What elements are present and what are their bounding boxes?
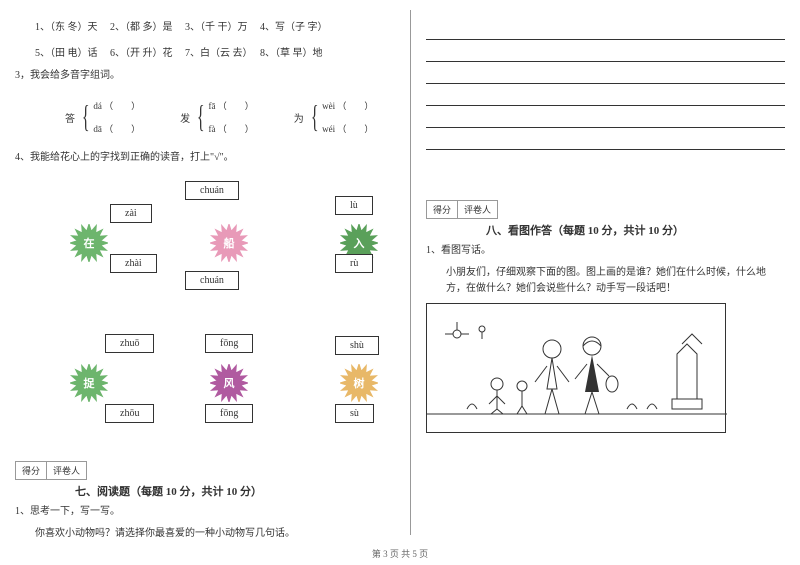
star-label: 入 — [354, 235, 365, 251]
pinyin-group: 发 { fā （ ） fà （ ） — [180, 99, 254, 135]
score-label: 得分 — [427, 201, 458, 218]
pinyin-box: shù — [335, 336, 379, 355]
star-label: 在 — [84, 235, 95, 251]
q4-title: 4、我能给花心上的字找到正确的读音，打上"√"。 — [15, 150, 395, 166]
pinyin-char: 答 — [65, 110, 75, 125]
pinyin-row: 答 { dá （ ） dā （ ） 发 { fā （ ） fà （ ） 为 { … — [65, 99, 395, 135]
pinyin-box: zhōu — [105, 404, 154, 423]
grader-label: 评卷人 — [458, 201, 497, 218]
pinyin-opts: wèi （ ） wéi （ ） — [322, 99, 373, 135]
star-node: 捉 — [70, 364, 108, 402]
pinyin-opts: dá （ ） dā （ ） — [93, 99, 140, 135]
star-node: 风 — [210, 364, 248, 402]
pinyin-opt: fā （ ） — [208, 99, 253, 112]
pinyin-diagram-2: 捉 风 树 zhuō zhōu fōng fōng shù sù — [45, 316, 395, 446]
grader-label: 评卷人 — [47, 462, 86, 479]
pinyin-opt: dá （ ） — [93, 99, 140, 112]
section8-title: 八、看图作答（每题 10 分，共计 10 分） — [486, 222, 785, 238]
section7-header: 得分 评卷人 七、阅读题（每题 10 分，共计 10 分） — [15, 461, 395, 499]
q1-item: 6、（开 升）花 — [110, 48, 173, 59]
brace-icon: { — [82, 104, 90, 130]
pinyin-box: zhuō — [105, 334, 154, 353]
writing-line — [426, 108, 785, 128]
s8-q1: 1、看图写话。 — [426, 243, 785, 259]
right-column: 得分 评卷人 八、看图作答（每题 10 分，共计 10 分） 1、看图写话。 小… — [411, 0, 800, 565]
star-label: 船 — [224, 235, 235, 251]
left-column: 1、（东 冬）天 2、（都 多）是 3、（千 干）万 4、写（子 字） 5、（田… — [0, 0, 410, 565]
q3-title: 3，我会给多音字组词。 — [15, 68, 395, 84]
q1-item: 4、写（子 字） — [260, 22, 328, 33]
q1-item: 7、白（云 去） — [185, 48, 248, 59]
pinyin-box: fōng — [205, 404, 253, 423]
pinyin-opt: wéi （ ） — [322, 122, 373, 135]
q1-item: 8、（草 早）地 — [260, 48, 323, 59]
pinyin-opt: dā （ ） — [93, 122, 140, 135]
q1-item: 3、（千 干）万 — [185, 22, 248, 33]
pinyin-group: 答 { dá （ ） dā （ ） — [65, 99, 140, 135]
s8-q1-sub: 小朋友们，仔细观察下面的图。图上画的是谁？她们在什么时候，什么地方，在做什么？她… — [426, 265, 785, 297]
q1-item: 2、（都 多）是 — [110, 22, 173, 33]
score-box: 得分 评卷人 — [15, 461, 87, 480]
pinyin-diagram-1: 在 船 入 zài zhài chuán chuán lù rù — [45, 176, 395, 306]
pinyin-box: sù — [335, 404, 374, 423]
pinyin-box: chuán — [185, 181, 239, 200]
section7-title: 七、阅读题（每题 10 分，共计 10 分） — [75, 483, 395, 499]
pinyin-group: 为 { wèi （ ） wéi （ ） — [294, 99, 374, 135]
pinyin-opt: fà （ ） — [208, 122, 253, 135]
writing-line — [426, 86, 785, 106]
star-node: 船 — [210, 224, 248, 262]
pinyin-box: zài — [110, 204, 152, 223]
s7-q1-sub: 你喜欢小动物吗？请选择你最喜爱的一种小动物写几句话。 — [15, 526, 395, 542]
star-label: 捉 — [84, 375, 95, 391]
score-box: 得分 评卷人 — [426, 200, 498, 219]
writing-line — [426, 130, 785, 150]
pinyin-opt: wèi （ ） — [322, 99, 373, 112]
picture-illustration — [426, 303, 726, 433]
scene-svg — [427, 304, 727, 434]
q1-item: 5、（田 电）话 — [35, 48, 98, 59]
brace-icon: { — [197, 104, 205, 130]
writing-line — [426, 20, 785, 40]
pinyin-char: 发 — [180, 110, 190, 125]
q1-item: 1、（东 冬）天 — [35, 22, 98, 33]
pinyin-char: 为 — [294, 110, 304, 125]
pinyin-box: lù — [335, 196, 373, 215]
pinyin-box: fōng — [205, 334, 253, 353]
brace-icon: { — [311, 104, 319, 130]
pinyin-box: chuán — [185, 271, 239, 290]
writing-line — [426, 64, 785, 84]
star-node: 在 — [70, 224, 108, 262]
pinyin-box: zhài — [110, 254, 157, 273]
star-label: 风 — [224, 375, 235, 391]
star-label: 树 — [354, 375, 365, 391]
pinyin-box: rù — [335, 254, 373, 273]
pinyin-opts: fā （ ） fà （ ） — [208, 99, 253, 135]
s7-q1: 1、思考一下，写一写。 — [15, 504, 395, 520]
writing-line — [426, 42, 785, 62]
section8-header: 得分 评卷人 八、看图作答（每题 10 分，共计 10 分） — [426, 200, 785, 238]
q1-row2: 5、（田 电）话 6、（开 升）花 7、白（云 去） 8、（草 早）地 — [15, 46, 395, 62]
score-label: 得分 — [16, 462, 47, 479]
page-footer: 第 3 页 共 5 页 — [372, 547, 428, 560]
q1-row1: 1、（东 冬）天 2、（都 多）是 3、（千 干）万 4、写（子 字） — [15, 20, 395, 36]
star-node: 树 — [340, 364, 378, 402]
